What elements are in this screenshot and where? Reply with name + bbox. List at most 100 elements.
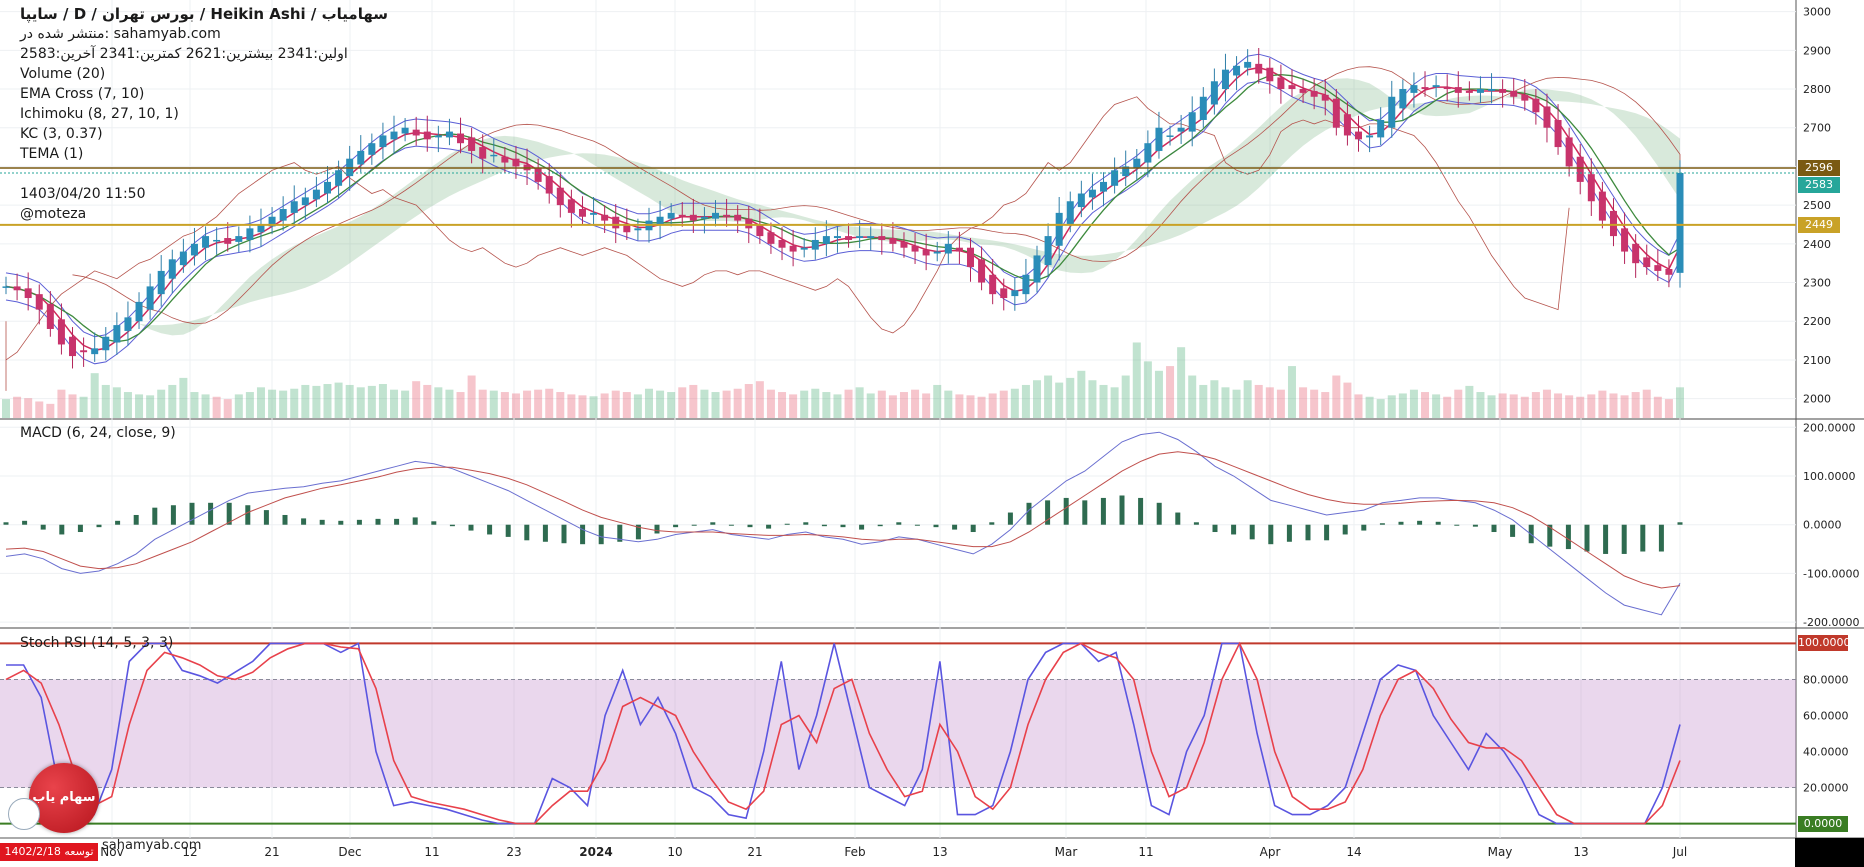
macd-histogram-bar (59, 524, 65, 535)
volume-bar (1487, 395, 1496, 418)
macd-histogram-bar (1193, 522, 1199, 525)
volume-bar (68, 394, 77, 418)
volume-bar (1409, 389, 1418, 418)
volume-bar (301, 384, 310, 418)
price-pane (0, 47, 1796, 418)
volume-bar (523, 390, 532, 418)
candle-body (379, 135, 387, 148)
volume-bar (467, 375, 476, 418)
macd-histogram-bar (542, 524, 548, 542)
volume-bar (478, 389, 487, 418)
volume-bar (511, 393, 520, 418)
volume-bar (1498, 393, 1507, 418)
candle-body (767, 232, 775, 244)
macd-histogram-bar (115, 520, 121, 525)
candle-body (1388, 96, 1396, 128)
indicator-ema-cross[interactable]: EMA Cross (7, 10) (20, 86, 145, 102)
volume-bar (1299, 387, 1308, 418)
volume-bar (1432, 394, 1441, 418)
volume-bar (955, 394, 964, 418)
candle-body (1543, 106, 1551, 128)
indicator-ichimoku[interactable]: Ichimoku (8, 27, 10, 1) (20, 106, 179, 122)
price-tick-label: 2000 (1803, 393, 1831, 406)
time-axis-label: 21 (264, 845, 280, 859)
volume-bar (789, 394, 798, 418)
stoch-k-line (6, 642, 1681, 825)
volume-bar (234, 394, 243, 418)
volume-bar (556, 392, 565, 418)
candle-body (235, 236, 243, 242)
ichimoku-cloud (5, 66, 1681, 391)
candle-body (1621, 228, 1629, 252)
volume-bar (933, 384, 942, 418)
candle-body (567, 199, 575, 213)
volume-bar (334, 382, 343, 418)
candle-body (1266, 67, 1274, 82)
stoch-d-line (5, 641, 1681, 825)
candle-body (723, 214, 731, 217)
volume-bar (245, 392, 254, 418)
volume-bar (46, 403, 55, 418)
candle-body (634, 228, 642, 231)
volume-bar (1154, 370, 1163, 418)
candle-body (335, 170, 343, 186)
macd-histogram-bar (152, 507, 158, 525)
macd-histogram-bar (1063, 497, 1069, 525)
grid-lines (0, 0, 1864, 839)
volume-bar (1531, 392, 1540, 418)
volume-bar (633, 394, 642, 418)
candle-body (1088, 189, 1096, 198)
heikin-ashi-candles (2, 47, 1684, 369)
candle-body (1255, 63, 1263, 74)
time-axis-label: 13 (1573, 845, 1589, 859)
time-axis-label: 21 (747, 845, 763, 859)
candle-body (1443, 87, 1451, 90)
candle-body (445, 131, 453, 138)
macd-title[interactable]: MACD (6, 24, close, 9) (20, 425, 176, 441)
candle-body (1133, 158, 1141, 169)
macd-histogram-bar (208, 502, 214, 525)
volume-bar (123, 392, 132, 418)
candle-body (556, 187, 564, 206)
macd-histogram-bar (468, 524, 474, 531)
candle-body (301, 197, 309, 206)
candle-body (91, 348, 99, 355)
indicator-tema[interactable]: TEMA (1) (20, 146, 84, 162)
candle-body (1399, 89, 1407, 109)
volume-bar (1321, 392, 1330, 418)
stoch-tick-label: 80.0000 (1803, 673, 1849, 686)
candle-body (1565, 137, 1573, 167)
time-axis-label: Nov (100, 845, 124, 859)
candle-body (135, 301, 143, 322)
macd-tick-label: -200.0000 (1803, 616, 1859, 629)
candle-body (1454, 87, 1462, 93)
price-tick-label: 3000 (1803, 6, 1831, 19)
macd-histogram-bar (282, 514, 288, 525)
volume-bar (456, 392, 465, 418)
macd-histogram-bar (654, 524, 660, 534)
volume-bar (667, 392, 676, 418)
volume-bar (1387, 395, 1396, 418)
candle-body (290, 201, 298, 213)
volume-bar (135, 394, 144, 418)
volume-bar (778, 392, 787, 418)
indicator-kc[interactable]: KC (3, 0.37) (20, 126, 103, 142)
stoch-level-tag: 0.0000 (1798, 815, 1848, 832)
macd-histogram-bar (821, 524, 827, 527)
volume-bar (1520, 396, 1529, 418)
candle-body (190, 243, 198, 256)
indicator-volume[interactable]: Volume (20) (20, 66, 106, 82)
volume-bar (944, 390, 953, 418)
candle-body (1177, 127, 1185, 132)
candle-body (678, 214, 686, 217)
macd-histogram-bar (1119, 495, 1125, 525)
macd-histogram-bar (487, 524, 493, 535)
macd-histogram-bar (803, 522, 809, 525)
candle-body (1055, 212, 1063, 246)
macd-histogram-bar (1324, 524, 1330, 541)
stoch-rsi-title[interactable]: Stoch RSI (14, 5, 3, 3) (20, 635, 174, 651)
time-axis-label: Mar (1054, 845, 1078, 859)
volume-bar (1099, 384, 1108, 418)
volume-bar (323, 384, 332, 418)
